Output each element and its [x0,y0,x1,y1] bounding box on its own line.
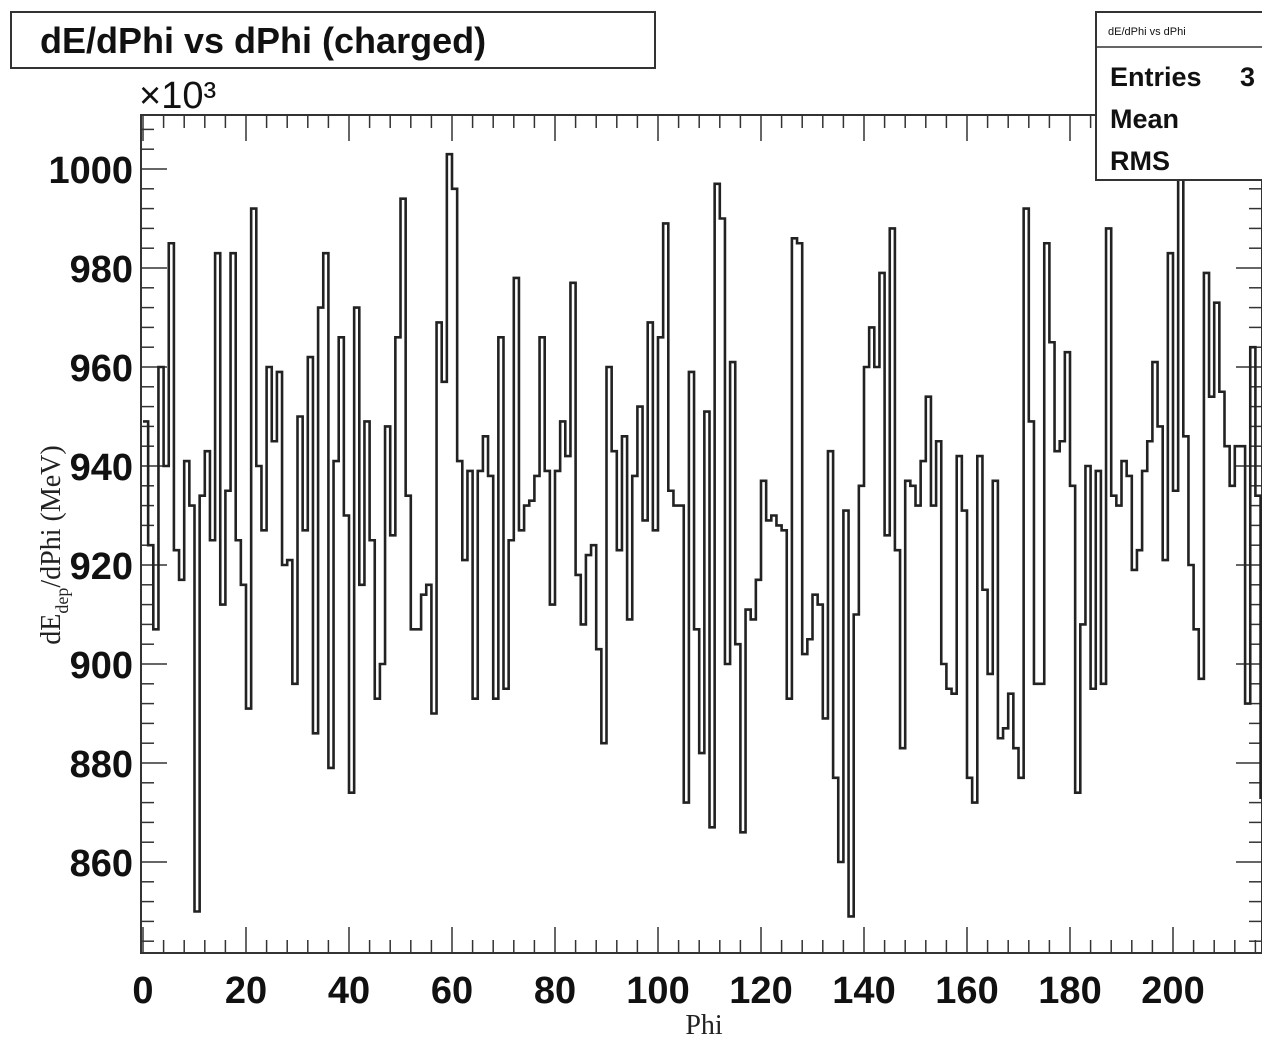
y-tick-label: 920 [70,546,133,588]
y-axis-title-main: dE [36,614,67,645]
y-axis-title: dEdep/dPhi (MeV) [36,445,72,644]
x-tick-label: 120 [729,970,792,1012]
stats-rows: Entries 3 Mean RMS [1110,62,1255,176]
stats-row-label: Mean [1110,104,1179,134]
x-tick-label: 180 [1038,970,1101,1012]
series-line [143,152,1262,918]
stats-box: dE/dPhi vs dPhi Entries 3 Mean RMS [1095,11,1262,181]
y-axis-title-sub: dep [52,588,72,614]
y-tick-label: 900 [70,645,133,687]
series-layer [143,152,1262,918]
stats-row-label: Entries [1110,62,1202,92]
x-tick-label: 40 [328,970,370,1012]
stats-row-value: 3 [1240,62,1255,92]
x-axis-title: Phi [685,1010,723,1040]
x-tick-label: 160 [935,970,998,1012]
x-tick-label: 80 [534,970,576,1012]
y-tick-label: 860 [70,843,133,885]
y-tick-label: 940 [70,447,133,489]
y-tick-label: 1000 [48,150,133,192]
chart-title: dE/dPhi vs dPhi (charged) [40,20,486,61]
y-multiplier: ×10³ [139,75,216,117]
x-tick-label: 0 [132,970,153,1012]
title-box: dE/dPhi vs dPhi (charged) [10,11,656,69]
x-tick-label: 140 [832,970,895,1012]
stats-row-label: RMS [1110,146,1170,176]
plot-frame [140,114,1262,954]
y-tick-label: 980 [70,249,133,291]
y-axis-title-rest: /dPhi (MeV) [36,445,67,587]
x-tick-label: 200 [1141,970,1204,1012]
stats-box-title: dE/dPhi vs dPhi [1108,26,1186,38]
x-tick-label: 100 [626,970,689,1012]
x-tick-label: 60 [431,970,473,1012]
y-tick-label: 960 [70,348,133,390]
x-tick-label: 20 [225,970,267,1012]
ticks-layer: 0 20 40 60 80 100 120 140 160 180 200 860 880 900 920 9… [48,115,1262,1012]
y-tick-label: 880 [70,744,133,786]
